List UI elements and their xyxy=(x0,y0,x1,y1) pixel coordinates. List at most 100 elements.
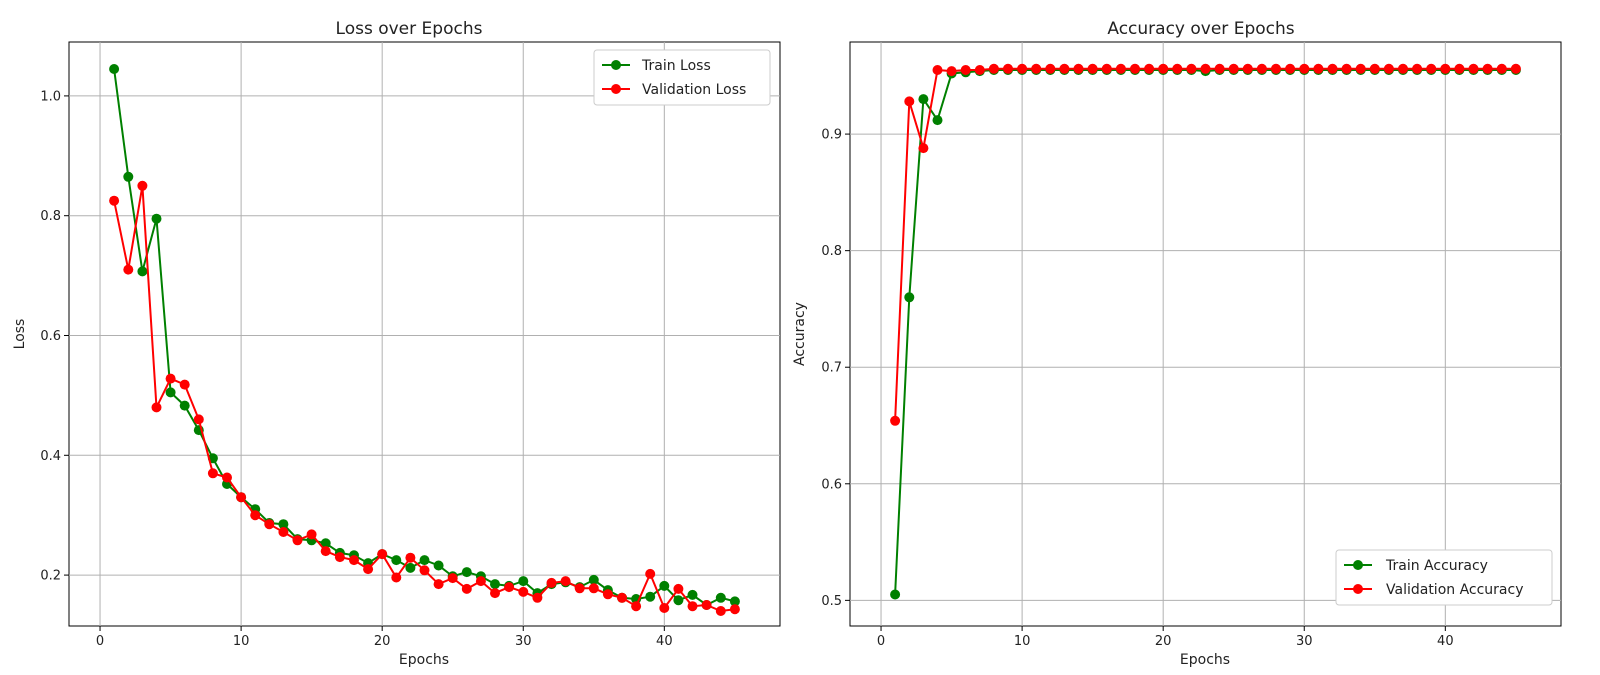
data-point-validation-accuracy xyxy=(1158,63,1169,74)
data-point-validation-accuracy xyxy=(1341,63,1352,74)
legend-marker xyxy=(611,84,621,94)
data-point-validation-accuracy xyxy=(1017,63,1028,74)
data-point-validation-loss xyxy=(264,519,275,530)
data-point-validation-accuracy xyxy=(1468,63,1479,74)
x-tick-label: 0 xyxy=(877,634,885,649)
x-tick-label: 40 xyxy=(1437,634,1454,649)
data-point-validation-accuracy xyxy=(890,415,901,426)
data-point-validation-loss xyxy=(631,601,642,612)
legend-item-train-loss: Train Loss xyxy=(602,58,711,74)
data-point-train-loss xyxy=(461,567,472,578)
series-group xyxy=(109,64,740,616)
data-point-train-loss xyxy=(433,560,444,571)
data-point-validation-loss xyxy=(659,603,670,613)
data-point-train-accuracy xyxy=(932,115,943,126)
legend: Train Accuracy Validation Accuracy xyxy=(1335,549,1553,606)
data-point-validation-loss xyxy=(546,577,557,588)
data-point-validation-loss xyxy=(222,472,232,483)
data-point-validation-loss xyxy=(645,568,656,579)
data-point-validation-loss xyxy=(433,579,444,590)
data-point-validation-accuracy xyxy=(918,143,929,154)
data-point-validation-accuracy xyxy=(1059,63,1070,74)
y-axis-label: Loss xyxy=(12,319,28,350)
data-point-validation-accuracy xyxy=(1383,63,1394,74)
data-point-validation-loss xyxy=(475,576,486,587)
y-tick-label: 0.8 xyxy=(821,244,842,259)
y-axis-label: Accuracy xyxy=(792,302,808,366)
data-point-validation-loss xyxy=(461,583,472,594)
data-point-train-accuracy xyxy=(918,94,929,105)
data-point-validation-accuracy xyxy=(1045,63,1056,74)
legend-item-validation-accuracy: Validation Accuracy xyxy=(1344,582,1524,598)
x-tick-label: 0 xyxy=(96,634,104,649)
x-tick-label: 10 xyxy=(233,634,250,649)
legend-marker xyxy=(611,60,621,70)
data-point-validation-loss xyxy=(419,565,430,576)
loss-chart: Loss over Epochs 0 10 20 30 40 0.2 0.4 0.6 0.8 1.… xyxy=(12,19,781,668)
data-point-validation-accuracy xyxy=(1115,63,1126,74)
data-point-validation-accuracy xyxy=(1496,63,1507,74)
data-point-validation-loss xyxy=(165,373,176,384)
data-point-validation-accuracy xyxy=(1440,63,1451,74)
y-tick-label: 0.6 xyxy=(821,477,842,492)
data-point-validation-loss xyxy=(179,379,190,390)
data-point-validation-loss xyxy=(574,583,585,594)
data-point-validation-accuracy xyxy=(1327,63,1338,74)
data-point-train-accuracy xyxy=(890,589,901,600)
data-point-validation-accuracy xyxy=(1242,63,1253,74)
legend-item-validation-loss: Validation Loss xyxy=(602,82,746,98)
y-tick-label: 1.0 xyxy=(40,89,61,104)
data-point-validation-loss xyxy=(405,552,416,563)
data-point-validation-accuracy xyxy=(1271,63,1281,74)
data-point-validation-loss xyxy=(729,604,740,615)
data-point-train-loss xyxy=(588,574,599,585)
data-point-validation-accuracy xyxy=(988,63,999,74)
data-point-validation-accuracy xyxy=(1144,63,1155,74)
data-point-validation-accuracy xyxy=(1299,63,1310,74)
data-point-train-accuracy xyxy=(904,292,915,303)
data-point-train-loss xyxy=(391,555,402,566)
data-point-validation-accuracy xyxy=(1087,63,1098,74)
data-point-train-loss xyxy=(179,400,190,411)
data-point-train-loss xyxy=(518,576,529,587)
data-point-train-loss xyxy=(645,591,656,602)
data-point-train-loss xyxy=(659,580,670,591)
data-point-validation-loss xyxy=(673,583,684,594)
data-point-validation-accuracy xyxy=(1172,63,1183,74)
data-point-validation-accuracy xyxy=(1214,63,1225,74)
data-point-train-loss xyxy=(405,562,416,573)
data-point-validation-accuracy xyxy=(1313,63,1324,74)
data-point-validation-loss xyxy=(109,195,120,206)
chart-title: Accuracy over Epochs xyxy=(1107,19,1294,39)
data-point-train-loss xyxy=(673,595,684,606)
legend-frame xyxy=(1335,549,1553,606)
data-point-validation-loss xyxy=(151,402,162,413)
data-point-validation-loss xyxy=(306,529,317,540)
data-point-validation-accuracy xyxy=(1426,63,1437,74)
x-axis-label: Epochs xyxy=(399,652,449,668)
data-point-validation-loss xyxy=(250,510,261,521)
y-tick-label: 0.6 xyxy=(40,329,61,344)
y-tick-label: 0.4 xyxy=(40,449,61,464)
data-point-validation-accuracy xyxy=(1355,63,1366,74)
data-point-validation-accuracy xyxy=(1073,63,1084,74)
legend-frame xyxy=(593,49,771,106)
data-point-validation-loss xyxy=(617,592,627,603)
legend: Train Loss Validation Loss xyxy=(593,49,771,106)
data-point-validation-accuracy xyxy=(1510,63,1521,74)
data-point-validation-loss xyxy=(588,583,599,594)
data-point-validation-accuracy xyxy=(1031,63,1042,74)
chart-title: Loss over Epochs xyxy=(336,19,483,39)
data-point-validation-accuracy xyxy=(1454,63,1465,74)
data-point-validation-loss xyxy=(447,573,458,584)
data-point-validation-accuracy xyxy=(1412,63,1423,74)
data-point-validation-accuracy xyxy=(1482,63,1493,74)
data-point-validation-loss xyxy=(518,586,529,597)
series-group xyxy=(890,63,1521,600)
gridlines xyxy=(850,42,1561,626)
legend-label: Validation Accuracy xyxy=(1386,582,1524,598)
data-point-train-loss xyxy=(123,171,134,182)
data-point-validation-accuracy xyxy=(1228,63,1239,74)
data-point-validation-accuracy xyxy=(1130,63,1140,74)
